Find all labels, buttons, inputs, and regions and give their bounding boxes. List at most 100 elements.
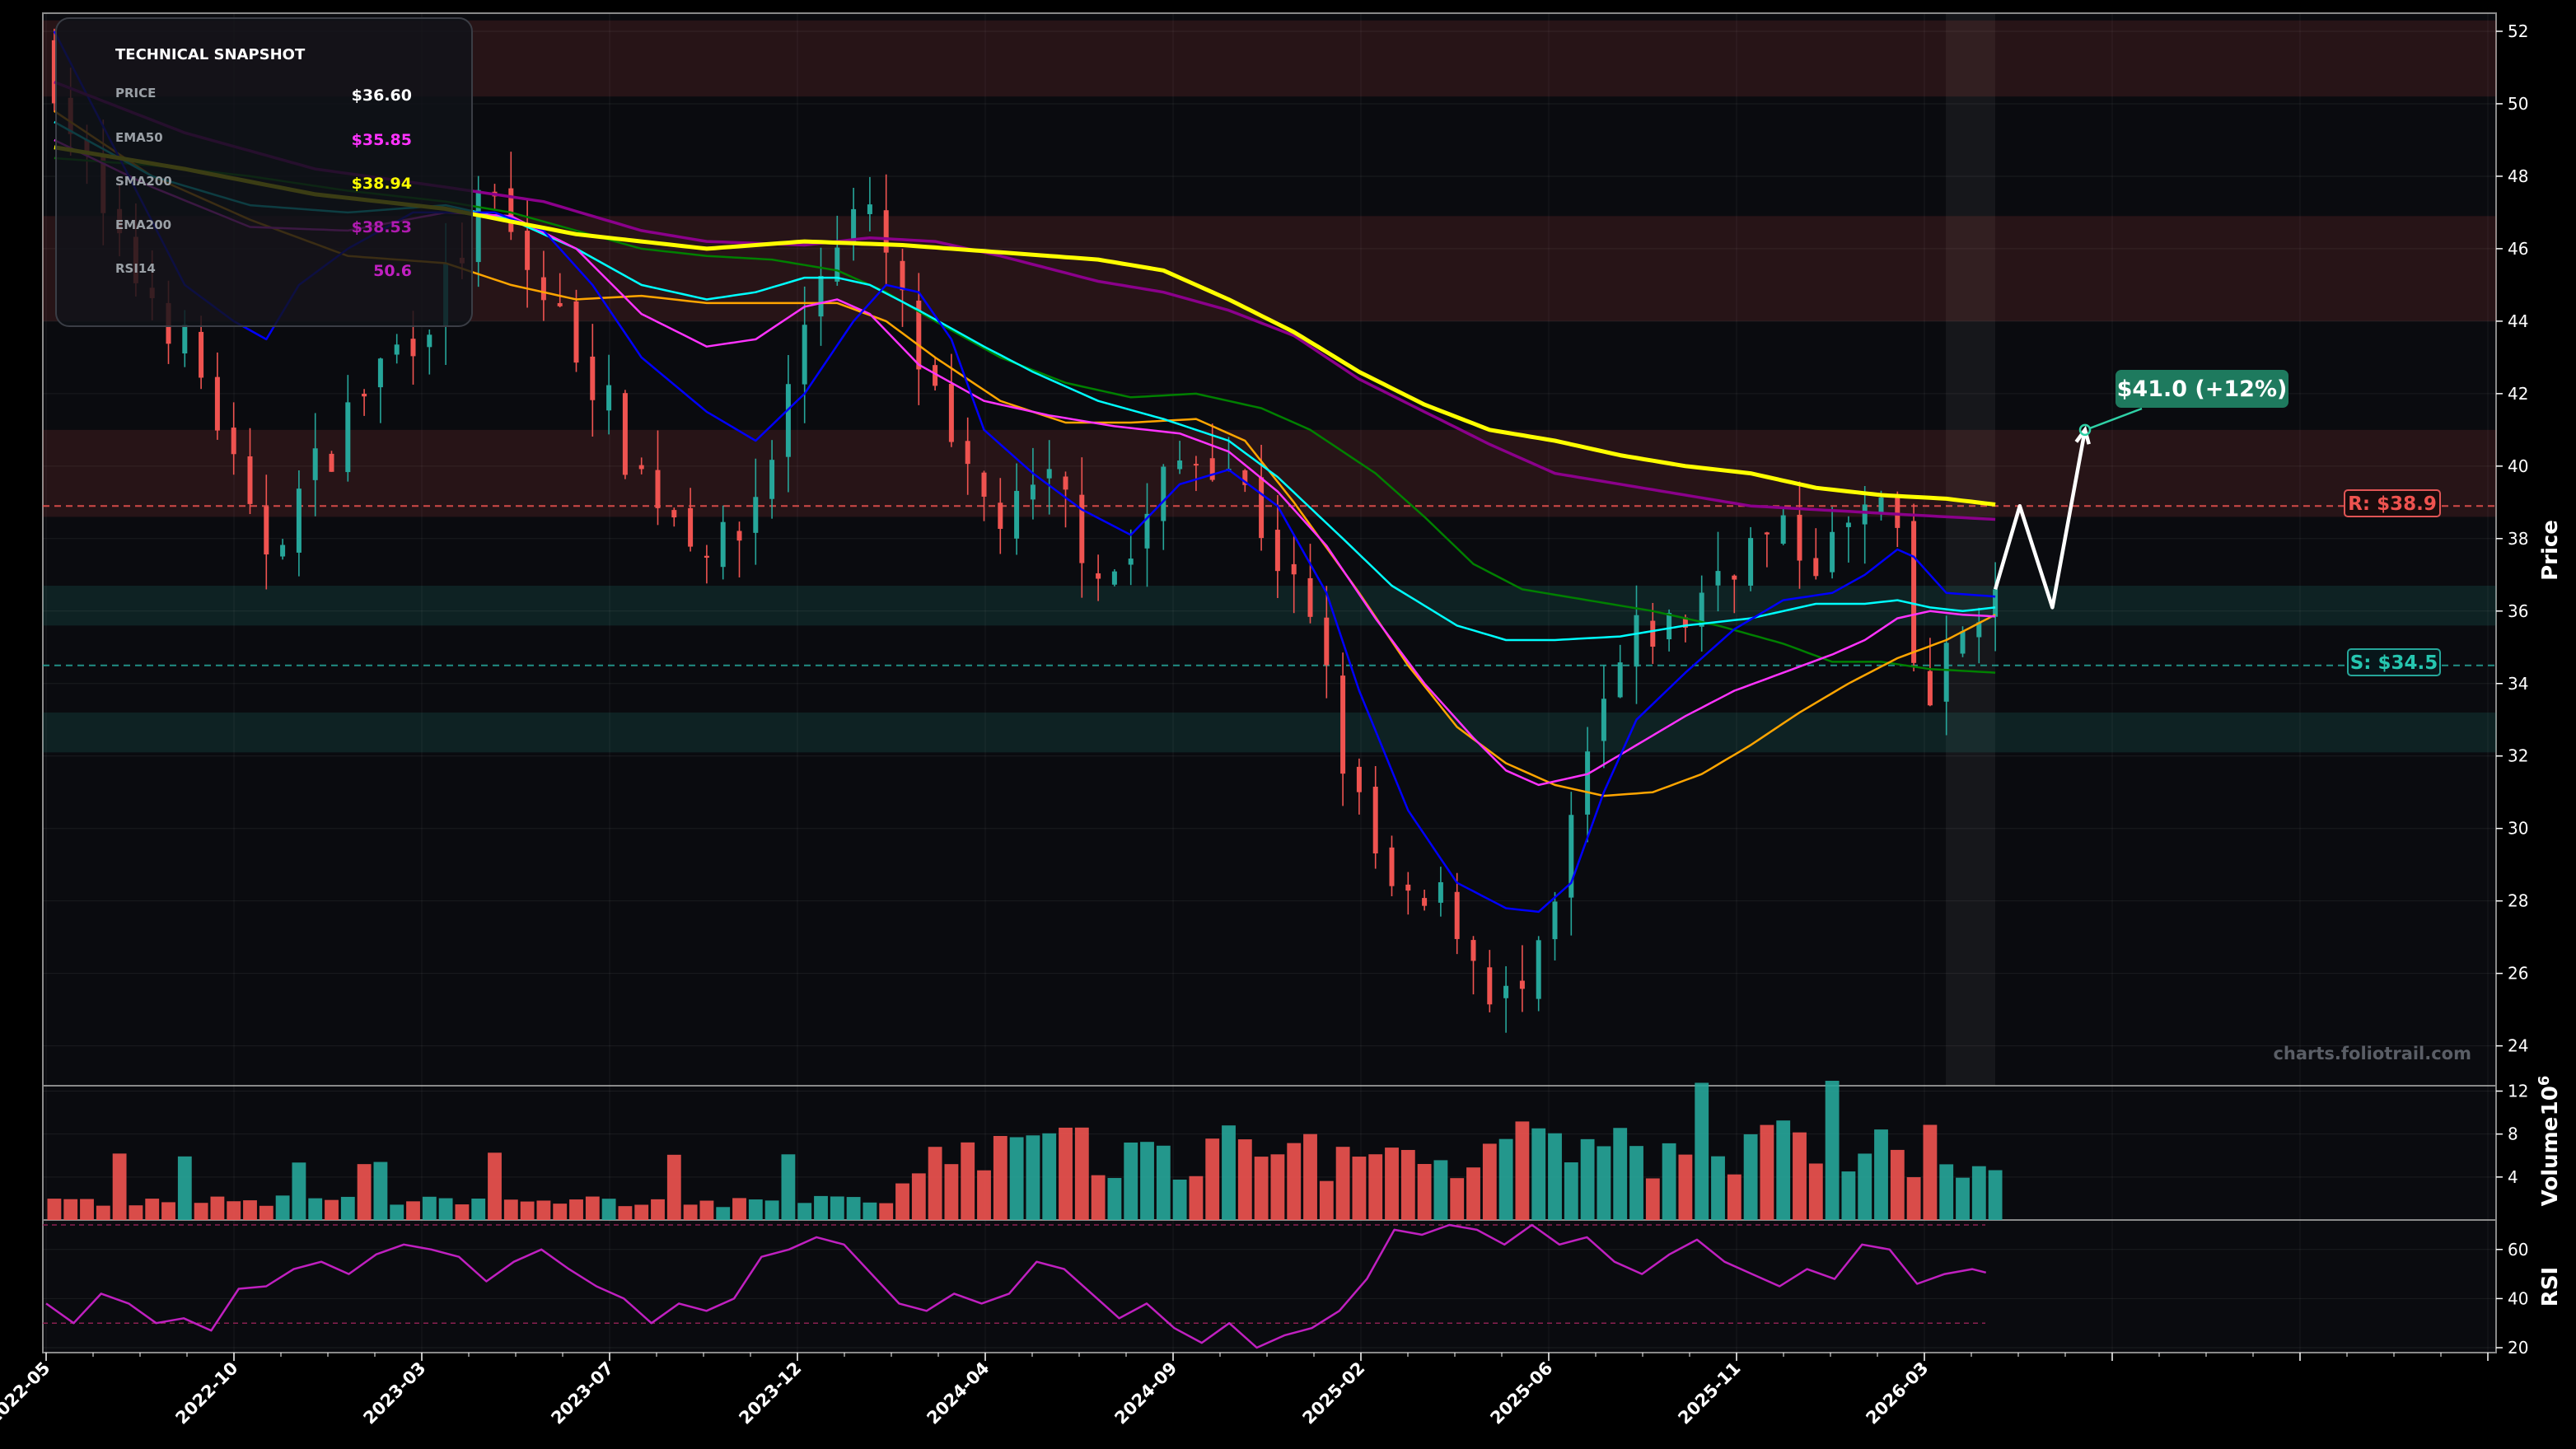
volume-bar	[1906, 1177, 1921, 1220]
volume-bar	[732, 1198, 746, 1220]
support-label: S: $34.5	[2347, 648, 2441, 676]
snapshot-key-price: PRICE	[115, 86, 156, 100]
candle-body	[1943, 643, 1949, 702]
snapshot-value-sma200: $38.94	[352, 175, 412, 193]
candle-body	[1878, 497, 1884, 513]
candle-body	[1960, 631, 1966, 654]
volume-bar	[161, 1202, 175, 1220]
volume-bar	[1140, 1142, 1154, 1220]
volume-bar	[699, 1200, 714, 1220]
candle-body	[1389, 847, 1395, 886]
volume-bar	[308, 1198, 323, 1220]
snapshot-value-rsi14: 50.6	[373, 262, 412, 280]
candle-body	[1079, 494, 1085, 563]
rsi-axis-label: RSI	[2538, 1267, 2563, 1306]
candle-body	[1813, 558, 1819, 577]
volume-bar	[618, 1206, 633, 1220]
level-lines	[43, 505, 2496, 666]
volume-bar	[716, 1207, 731, 1220]
volume-bar	[911, 1173, 926, 1220]
volume-bar	[488, 1152, 502, 1220]
candle-body	[1895, 496, 1900, 528]
volume-bar	[503, 1199, 518, 1220]
candle-body	[1144, 513, 1150, 549]
volume-bar	[390, 1204, 404, 1220]
volume-bar	[1743, 1133, 1758, 1220]
candle-body	[573, 301, 579, 363]
price-tick-label: 30	[2508, 819, 2528, 839]
candle-body	[1585, 751, 1591, 815]
volume-bar	[683, 1204, 698, 1220]
volume-tick-label: 4	[2508, 1167, 2518, 1187]
candle-body	[785, 384, 791, 457]
volume-bar	[863, 1202, 877, 1220]
grid-lines	[43, 13, 2496, 1353]
candle-body	[1324, 617, 1330, 666]
volume-bar	[666, 1154, 681, 1220]
volume-bar	[993, 1136, 1007, 1220]
rsi-tick-label: 60	[2508, 1240, 2528, 1260]
volume-bar	[1352, 1157, 1367, 1220]
resistance-label-text: R: $38.9	[2348, 493, 2437, 515]
volume-bar	[961, 1142, 975, 1220]
candle-body	[1732, 575, 1737, 580]
volume-bar	[1613, 1128, 1628, 1220]
price-tick-label: 42	[2508, 384, 2528, 404]
price-tick-label: 28	[2508, 891, 2528, 911]
volume-bar	[553, 1204, 568, 1220]
resistance-zone	[43, 429, 2496, 517]
watermark: charts.foliotrail.com	[2273, 1044, 2471, 1063]
candle-body	[362, 393, 367, 397]
candle-body	[182, 325, 188, 354]
candle-body	[1682, 617, 1688, 628]
volume-bar	[1711, 1156, 1725, 1220]
candle-body	[1372, 787, 1378, 853]
candle-body	[1356, 766, 1362, 792]
candle-body	[329, 453, 334, 472]
price-tick-label: 52	[2508, 21, 2528, 41]
candle-body	[51, 40, 57, 104]
volume-bar	[1237, 1139, 1252, 1220]
volume-bar	[227, 1201, 241, 1220]
volume-bar	[275, 1195, 290, 1220]
candle-body	[427, 334, 432, 348]
volume-bar	[1368, 1154, 1383, 1220]
volume-bar	[1400, 1149, 1415, 1220]
candle-body	[508, 188, 514, 232]
volume-bar	[748, 1199, 763, 1220]
volume-bar	[1841, 1171, 1856, 1220]
candle-body	[769, 460, 775, 499]
candle-body	[1422, 898, 1428, 906]
candle-body	[557, 302, 563, 306]
volume-bar	[1074, 1127, 1089, 1220]
volume-bar	[422, 1196, 437, 1220]
volume-bar	[797, 1203, 812, 1220]
target-marker	[2078, 423, 2092, 437]
volume-bar	[1760, 1124, 1774, 1220]
volume-bar	[1385, 1148, 1399, 1220]
volume-bar	[1890, 1149, 1905, 1220]
candle-body	[1552, 901, 1558, 940]
volume-bar	[63, 1199, 78, 1220]
volume-bar	[373, 1162, 388, 1220]
volume-bar	[781, 1154, 796, 1220]
candle-body	[1764, 532, 1770, 535]
candle-body	[540, 277, 546, 301]
volume-bar	[1482, 1143, 1497, 1220]
candle-body	[1927, 671, 1933, 706]
volume-bar	[1042, 1133, 1057, 1220]
candle-body	[867, 204, 872, 214]
snapshot-title: TECHNICAL SNAPSHOT	[115, 46, 306, 63]
candle-body	[1454, 891, 1460, 939]
volume-bar	[1825, 1081, 1840, 1220]
volume-bar	[879, 1203, 894, 1220]
candle-body	[1536, 940, 1541, 999]
candle-body	[1699, 592, 1704, 627]
candle-body	[1193, 464, 1199, 466]
volume-bar	[1172, 1179, 1187, 1220]
volume-bar	[1939, 1164, 1954, 1220]
candle-body	[720, 521, 726, 568]
volume-bar	[1222, 1125, 1236, 1220]
volume-bar	[471, 1199, 486, 1220]
